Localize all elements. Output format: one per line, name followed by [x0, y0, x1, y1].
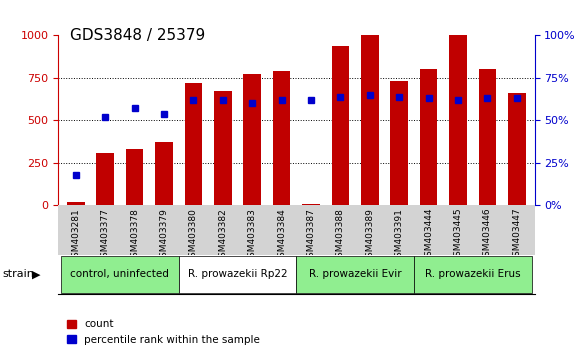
Text: GSM403380: GSM403380 — [189, 208, 198, 263]
Text: R. prowazekii Evir: R. prowazekii Evir — [309, 269, 401, 279]
Bar — [273, 71, 290, 205]
Bar — [214, 91, 232, 205]
Legend: count, percentile rank within the sample: count, percentile rank within the sample — [63, 315, 264, 349]
Bar — [155, 142, 173, 205]
Bar — [185, 83, 202, 205]
Bar — [243, 74, 261, 205]
Text: strain: strain — [3, 269, 35, 279]
Text: GSM403391: GSM403391 — [394, 208, 404, 263]
Text: GSM403383: GSM403383 — [248, 208, 257, 263]
Text: GSM403382: GSM403382 — [218, 208, 227, 263]
Bar — [125, 149, 144, 205]
Text: control, uninfected: control, uninfected — [70, 269, 169, 279]
Text: ▶: ▶ — [32, 269, 41, 279]
Text: GSM403377: GSM403377 — [101, 208, 110, 263]
Text: R. prowazekii Erus: R. prowazekii Erus — [425, 269, 521, 279]
Text: GSM403445: GSM403445 — [454, 208, 462, 262]
Bar — [390, 81, 408, 205]
Bar — [420, 69, 437, 205]
FancyBboxPatch shape — [414, 256, 532, 293]
Text: GSM403378: GSM403378 — [130, 208, 139, 263]
Text: GSM403388: GSM403388 — [336, 208, 345, 263]
FancyBboxPatch shape — [179, 256, 296, 293]
Bar — [332, 46, 349, 205]
Text: GSM403389: GSM403389 — [365, 208, 374, 263]
Bar — [508, 93, 526, 205]
Bar — [361, 35, 379, 205]
Text: GSM403444: GSM403444 — [424, 208, 433, 262]
Bar — [302, 204, 320, 205]
Text: GSM403379: GSM403379 — [159, 208, 168, 263]
FancyBboxPatch shape — [61, 256, 179, 293]
Bar — [96, 153, 114, 205]
Bar — [479, 69, 496, 205]
Text: GSM403447: GSM403447 — [512, 208, 521, 262]
Text: GDS3848 / 25379: GDS3848 / 25379 — [70, 28, 205, 43]
Text: GSM403446: GSM403446 — [483, 208, 492, 262]
FancyBboxPatch shape — [296, 256, 414, 293]
Bar — [67, 202, 85, 205]
Bar — [449, 35, 467, 205]
Text: GSM403387: GSM403387 — [307, 208, 315, 263]
Text: R. prowazekii Rp22: R. prowazekii Rp22 — [188, 269, 288, 279]
Text: GSM403384: GSM403384 — [277, 208, 286, 263]
Text: GSM403281: GSM403281 — [71, 208, 80, 263]
